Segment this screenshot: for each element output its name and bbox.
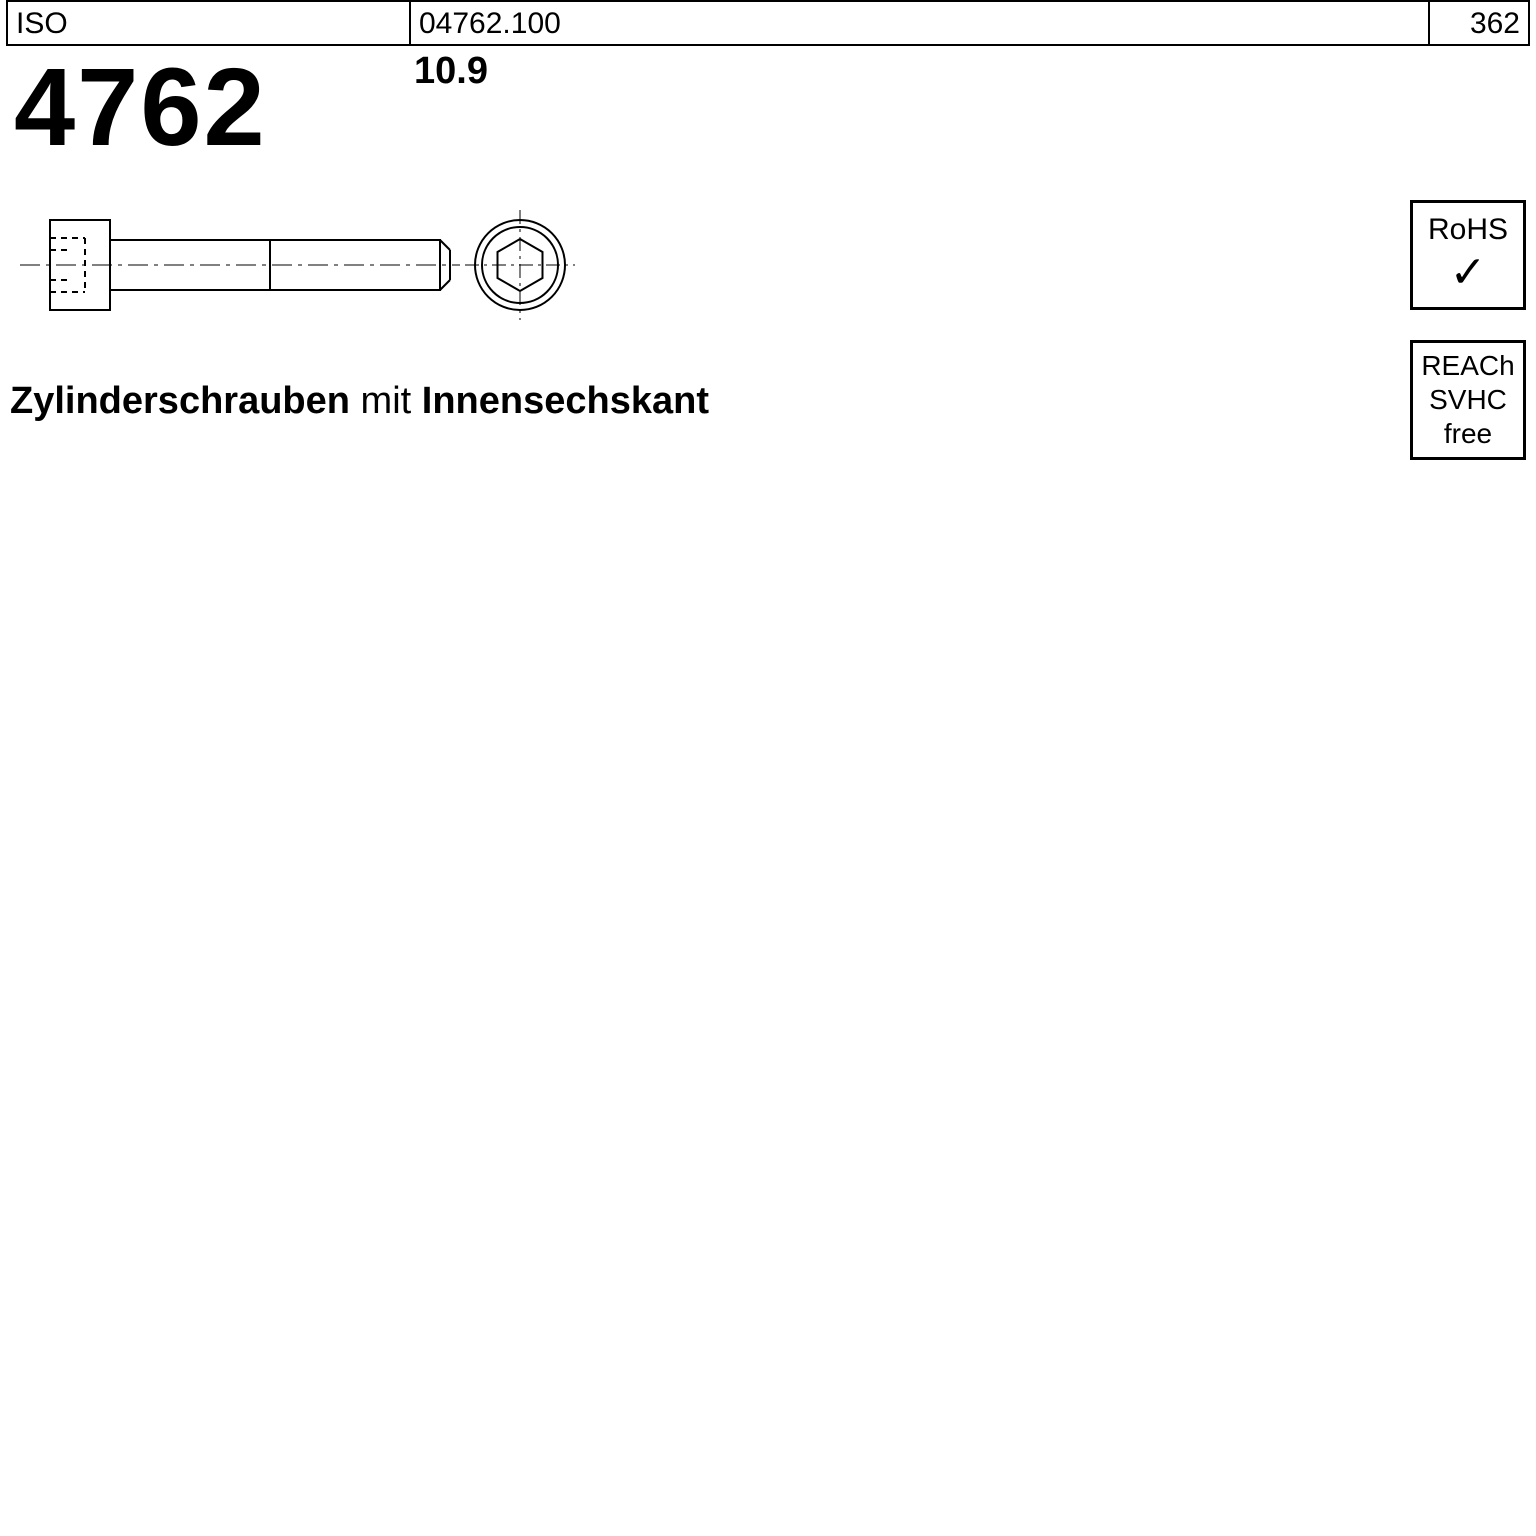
reach-line-1: REACh [1413,349,1523,383]
desc-word-mid: mit [350,380,422,422]
rohs-label: RoHS [1413,213,1523,247]
description: Zylinderschrauben mit Innensechskant [10,380,709,423]
header-page: 362 [1430,2,1530,44]
header-row: ISO 04762.100 362 [6,0,1530,46]
desc-word-2: Innensechskant [422,380,709,422]
check-icon: ✓ [1413,247,1523,293]
reach-badge: REACh SVHC free [1410,340,1526,460]
rohs-badge: RoHS ✓ [1410,200,1526,310]
datasheet: ISO 04762.100 362 4762 10.9 [0,0,1536,1536]
standard-number: 4762 [14,44,267,171]
property-class: 10.9 [414,50,488,93]
screw-drawing [20,200,580,330]
reach-line-3: free [1413,417,1523,451]
reach-line-2: SVHC [1413,383,1523,417]
header-code: 04762.100 [411,2,1430,44]
header-standard: ISO [6,2,411,44]
desc-word-1: Zylinderschrauben [10,380,350,422]
